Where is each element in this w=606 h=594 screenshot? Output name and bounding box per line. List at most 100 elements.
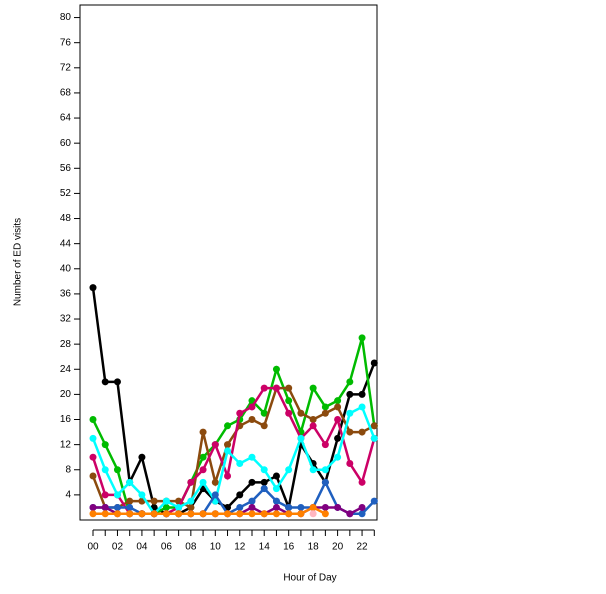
data-point bbox=[346, 510, 354, 518]
data-point bbox=[138, 510, 146, 518]
data-point bbox=[162, 497, 170, 505]
y-tick-label: 16 bbox=[60, 414, 72, 425]
data-point bbox=[285, 503, 293, 511]
data-point bbox=[334, 434, 342, 442]
data-point bbox=[150, 510, 158, 518]
data-point bbox=[162, 503, 170, 511]
x-tick-label: 10 bbox=[210, 542, 222, 553]
data-point bbox=[346, 428, 354, 436]
x-tick-label: 06 bbox=[161, 542, 173, 553]
x-tick-label: 12 bbox=[234, 542, 246, 553]
data-point bbox=[224, 441, 232, 449]
data-point bbox=[370, 359, 378, 367]
y-tick-label: 64 bbox=[60, 113, 72, 124]
data-point bbox=[89, 416, 97, 424]
data-point bbox=[138, 491, 146, 499]
data-point bbox=[346, 409, 354, 417]
data-point bbox=[334, 397, 342, 405]
data-point bbox=[370, 422, 378, 430]
y-tick-label: 80 bbox=[60, 12, 72, 23]
data-point bbox=[101, 503, 109, 511]
y-tick-label: 40 bbox=[60, 263, 72, 274]
data-point bbox=[358, 510, 366, 518]
data-point bbox=[175, 510, 183, 518]
data-point bbox=[236, 409, 244, 417]
data-point bbox=[321, 441, 329, 449]
x-tick-label: 04 bbox=[136, 542, 148, 553]
x-tick-label: 16 bbox=[283, 542, 295, 553]
data-point bbox=[248, 497, 256, 505]
data-point bbox=[260, 478, 268, 486]
y-tick-label: 24 bbox=[60, 364, 72, 375]
y-tick-label: 36 bbox=[60, 289, 72, 300]
data-point bbox=[199, 453, 207, 461]
data-point bbox=[89, 284, 97, 292]
data-point bbox=[199, 510, 207, 518]
series-line bbox=[91, 287, 376, 515]
data-point bbox=[321, 409, 329, 417]
data-point bbox=[126, 478, 134, 486]
data-point bbox=[89, 510, 97, 518]
x-axis-title: Hour of Day bbox=[283, 573, 336, 584]
data-point bbox=[272, 497, 280, 505]
x-tick-label: 14 bbox=[259, 542, 271, 553]
data-point bbox=[126, 497, 134, 505]
y-tick-label: 8 bbox=[65, 464, 71, 475]
data-point bbox=[150, 497, 158, 505]
x-tick-label: 08 bbox=[185, 542, 197, 553]
data-point bbox=[224, 510, 232, 518]
x-tick-label: 18 bbox=[308, 542, 320, 553]
data-point bbox=[358, 428, 366, 436]
data-point bbox=[272, 485, 280, 493]
data-point bbox=[370, 497, 378, 505]
data-point bbox=[187, 510, 195, 518]
data-point bbox=[334, 403, 342, 411]
data-point bbox=[187, 478, 195, 486]
data-point bbox=[89, 453, 97, 461]
y-tick-label: 48 bbox=[60, 213, 72, 224]
data-point bbox=[248, 453, 256, 461]
y-tick-label: 4 bbox=[65, 490, 71, 501]
data-point bbox=[199, 466, 207, 474]
y-tick-label: 72 bbox=[60, 62, 72, 73]
y-tick-label: 56 bbox=[60, 163, 72, 174]
data-point bbox=[297, 409, 305, 417]
data-point bbox=[321, 478, 329, 486]
x-tick-label: 22 bbox=[356, 542, 368, 553]
data-point bbox=[126, 503, 134, 511]
data-point bbox=[260, 485, 268, 493]
data-point bbox=[285, 510, 293, 518]
y-tick-label: 32 bbox=[60, 314, 72, 325]
y-tick-label: 68 bbox=[60, 88, 72, 99]
data-point bbox=[321, 503, 329, 511]
data-point bbox=[162, 510, 170, 518]
y-tick-label: 12 bbox=[60, 439, 72, 450]
data-point bbox=[309, 503, 317, 511]
y-tick-label: 52 bbox=[60, 188, 72, 199]
data-point bbox=[260, 466, 268, 474]
data-point bbox=[248, 403, 256, 411]
data-point bbox=[285, 384, 293, 392]
data-point bbox=[236, 491, 244, 499]
data-point bbox=[199, 478, 207, 486]
data-point bbox=[236, 503, 244, 511]
data-point bbox=[101, 491, 109, 499]
data-point bbox=[211, 510, 219, 518]
data-point bbox=[358, 403, 366, 411]
data-point bbox=[297, 503, 305, 511]
data-point bbox=[321, 403, 329, 411]
data-point bbox=[272, 472, 280, 480]
data-point bbox=[101, 510, 109, 518]
y-tick-label: 60 bbox=[60, 138, 72, 149]
data-point bbox=[211, 478, 219, 486]
data-point bbox=[309, 466, 317, 474]
data-point bbox=[260, 409, 268, 417]
y-axis-title: Number of ED visits bbox=[13, 218, 24, 306]
data-point bbox=[309, 422, 317, 430]
data-point bbox=[334, 503, 342, 511]
data-point bbox=[285, 397, 293, 405]
data-point bbox=[138, 453, 146, 461]
data-point bbox=[358, 503, 366, 511]
y-tick-label: 76 bbox=[60, 37, 72, 48]
